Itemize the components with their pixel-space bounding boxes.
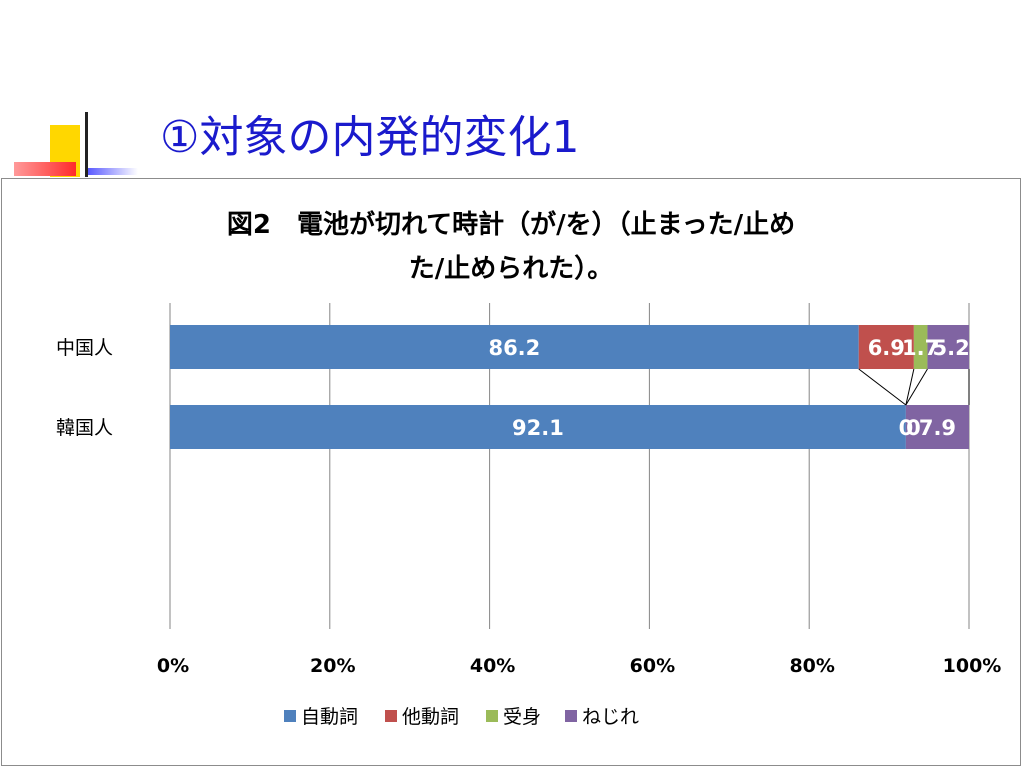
series-connector-line [858, 368, 907, 406]
bar-segment [170, 325, 859, 369]
x-tick-label: 20% [310, 655, 355, 677]
data-label: 0 [906, 416, 921, 440]
slide-title: ①対象の内発的変化1 [160, 112, 580, 163]
data-label: 6.9 [868, 336, 905, 360]
bar-segment [913, 325, 928, 369]
x-tick-label: 100% [943, 655, 1002, 677]
legend-label: 自動詞 [301, 706, 358, 728]
bar-segment [858, 325, 914, 369]
title-decoration-red-bar [14, 162, 76, 176]
title-decoration-vertical-line [85, 112, 88, 177]
title-decoration-blue-line [88, 168, 138, 175]
bar-segment [905, 405, 969, 449]
chart-title-line: た/止められた）。 [409, 254, 614, 284]
x-tick-label: 80% [789, 655, 834, 677]
category-label: 韓国人 [56, 417, 113, 439]
data-label: 92.1 [512, 416, 564, 440]
data-label: 1.7 [902, 336, 939, 360]
x-tick-label: 60% [630, 655, 675, 677]
x-tick-label: 0% [157, 655, 189, 677]
legend-label: 他動詞 [402, 706, 459, 728]
legend-label: 受身 [503, 706, 541, 728]
bar-segment [927, 325, 969, 369]
data-label: 5.2 [933, 336, 970, 360]
legend-label: ねじれ [582, 706, 639, 728]
legend-swatch [284, 710, 296, 722]
data-label: 86.2 [488, 336, 540, 360]
series-connector-line [905, 368, 928, 406]
bar-segment [170, 405, 906, 449]
chart-frame: 図2 電池が切れて時計（が/を）（止まった/止め た/止められた）。 0% 20% 40… [1, 178, 1021, 766]
stacked-bar-chart: 図2 電池が切れて時計（が/を）（止まった/止めた/止められた）。 0% 20% 40… [56, 209, 1002, 728]
data-label: 7.9 [919, 416, 956, 440]
legend-swatch [565, 710, 577, 722]
data-label: 0 [899, 416, 914, 440]
chart-title-line: 図2 電池が切れて時計（が/を）（止まった/止め [227, 209, 795, 240]
series-connector-line [905, 368, 915, 406]
legend-swatch [486, 710, 498, 722]
legend-swatch [385, 710, 397, 722]
category-label: 中国人 [56, 337, 113, 359]
x-tick-label: 40% [470, 655, 515, 677]
